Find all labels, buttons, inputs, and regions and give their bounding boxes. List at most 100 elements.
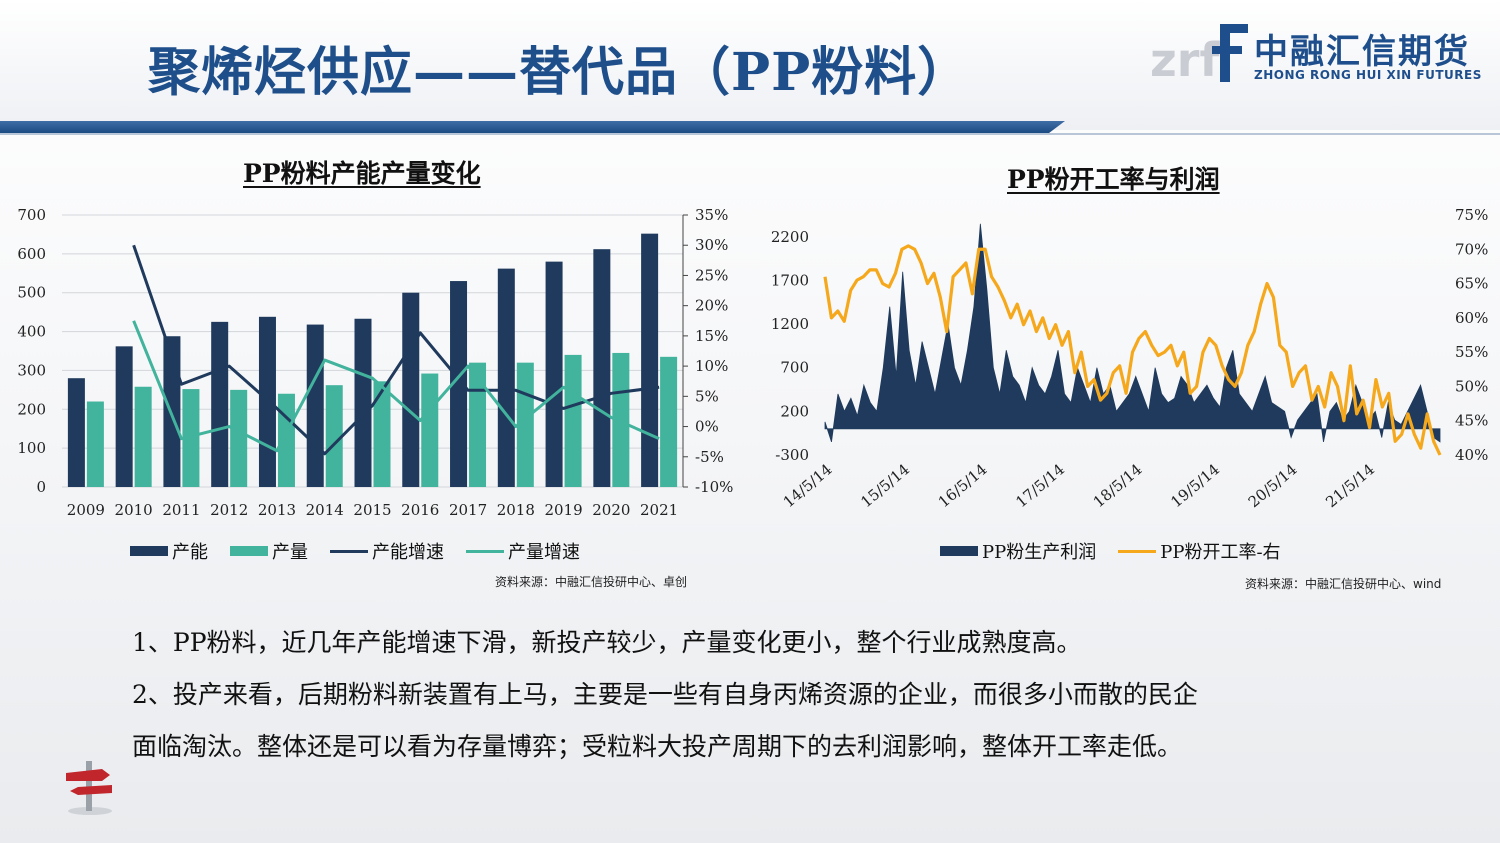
left-chart-title: PP粉料产能产量变化: [243, 159, 481, 188]
y-right-tick-label: 45%: [1455, 412, 1488, 430]
x-tick-label: 2012: [210, 501, 248, 519]
bar-capacity: [211, 321, 229, 487]
y-right-tick-label: 30%: [695, 236, 728, 254]
y-left-tick-label: 600: [17, 245, 46, 263]
summary-line-2: 2、投产来看，后期粉料新装置有上马，主要是一些有自身丙烯资源的企业，而很多小而散…: [132, 680, 1198, 709]
x-tick-label: 2017: [449, 501, 487, 519]
bar-output: [277, 393, 295, 487]
bar-capacity: [402, 292, 420, 487]
x-tick-label: 2015: [353, 501, 391, 519]
bar-output: [612, 352, 630, 487]
brand-mark-text: zrf: [1150, 33, 1220, 87]
x-tick-label: 2010: [115, 501, 153, 519]
x-tick-label: 16/5/14: [935, 460, 991, 511]
bar-capacity: [450, 281, 468, 487]
y-right-tick-label: -5%: [695, 448, 724, 466]
brand-name-cn: 中融汇信期货: [1254, 32, 1470, 72]
brand-mark-f-bar: [1212, 46, 1242, 54]
y-left-tick-label: 1200: [771, 315, 809, 333]
legend-item-output-growth: 产量增速: [466, 538, 580, 564]
x-tick-label: 2018: [497, 501, 535, 519]
y-left-tick-label: 500: [17, 284, 46, 302]
legend-item-capacity-growth: 产能增速: [330, 538, 444, 564]
legend-item-profit: PP粉生产利润: [940, 538, 1096, 564]
line-output-growth: [132, 320, 660, 453]
y-right-tick-label: 0%: [695, 418, 719, 436]
right-chart: -300 200 700 1200 1700 2200 40% 45% 50% 55% 60% 65%…: [771, 206, 1489, 511]
x-tick-label: 2009: [67, 501, 105, 519]
y-right-tick-label: 75%: [1455, 206, 1488, 224]
legend-swatch-profit: [940, 546, 978, 556]
legend-swatch-output-growth: [466, 549, 504, 553]
bar-capacity: [354, 318, 372, 487]
bar-output: [421, 373, 439, 487]
y-right-tick-label: 25%: [695, 266, 728, 284]
y-left-tick-label: 200: [780, 402, 809, 420]
page-title: 聚烯烃供应——替代品（PP粉料）: [148, 42, 971, 103]
header-band: [0, 0, 1500, 130]
y-left-tick-label: 200: [17, 400, 46, 418]
brand-logo: zrf 中融汇信期货 ZHONG RONG HUI XIN FUTURES: [1150, 18, 1481, 88]
legend-label-profit: PP粉生产利润: [982, 542, 1097, 563]
x-tick-label: 18/5/14: [1090, 460, 1146, 511]
brand-name-en: ZHONG RONG HUI XIN FUTURES: [1254, 68, 1482, 82]
legend-swatch-capacity: [130, 546, 168, 556]
left-chart: 0 100 200 300 400 500 600 700 -10% -5% 0% 5% 10% 15% 2…: [17, 206, 733, 519]
y-right-tick-label: 55%: [1455, 343, 1488, 361]
legend-label-operating-rate: PP粉开工率-右: [1160, 542, 1281, 563]
x-tick-label: 2021: [640, 501, 678, 519]
right-chart-legend: PP粉生产利润 PP粉开工率-右: [940, 538, 1303, 564]
x-tick-label: 2011: [162, 501, 200, 519]
y-right-tick-label: 40%: [1455, 446, 1488, 464]
left-chart-legend: 产能 产量 产能增速 产量增速: [130, 538, 602, 564]
line-operating-rate: [823, 244, 1442, 456]
y-right-tick-label: 15%: [695, 327, 728, 345]
bar-output: [182, 389, 200, 487]
y-right-tick-label: 65%: [1455, 275, 1488, 293]
bar-capacity: [115, 346, 133, 487]
legend-label-capacity-growth: 产能增速: [372, 542, 444, 563]
bar-output: [325, 385, 343, 487]
bar-capacity: [545, 261, 563, 487]
brand-mark-f-top: [1220, 24, 1248, 33]
y-left-tick-label: 700: [17, 206, 46, 224]
x-tick-label: 15/5/14: [857, 460, 913, 511]
bar-capacity: [497, 268, 515, 487]
y-right-tick-label: -10%: [695, 478, 733, 496]
y-right-tick-label: 10%: [695, 357, 728, 375]
x-tick-label: 14/5/14: [780, 460, 836, 511]
title-rule: [0, 121, 1065, 133]
summary-line-3: 面临淘汰。整体还是可以看为存量博弈；受粒料大投产周期下的去利润影响，整体开工率走…: [132, 732, 1183, 761]
line-capacity-growth: [132, 244, 660, 456]
legend-swatch-output: [230, 546, 268, 556]
y-right-tick-label: 20%: [695, 297, 728, 315]
y-left-tick-label: 300: [17, 361, 46, 379]
bar-output: [230, 389, 248, 487]
y-left-tick-label: 0: [36, 478, 46, 496]
y-left-tick-label: -300: [775, 446, 809, 464]
x-tick-label: 17/5/14: [1012, 460, 1068, 511]
bar-output: [660, 356, 678, 487]
legend-swatch-capacity-growth: [330, 549, 368, 553]
bar-capacity: [67, 378, 85, 487]
legend-swatch-operating-rate: [1118, 549, 1157, 553]
bar-capacity: [641, 233, 659, 487]
summary-line-1: 1、PP粉料，近几年产能增速下滑，新投产较少，产量变化更小，整个行业成熟度高。: [132, 628, 1082, 657]
x-tick-label: 2013: [258, 501, 296, 519]
signpost-icon: [66, 761, 112, 815]
y-right-tick-label: 60%: [1455, 309, 1488, 327]
bar-capacity: [306, 324, 324, 487]
x-tick-label: 2020: [592, 501, 630, 519]
bar-output: [469, 362, 487, 487]
y-left-tick-label: 700: [780, 359, 809, 377]
bar-output: [134, 386, 152, 487]
x-tick-label: 2019: [544, 501, 582, 519]
y-right-tick-label: 70%: [1455, 240, 1488, 258]
y-left-tick-label: 2200: [771, 228, 809, 246]
legend-item-operating-rate: PP粉开工率-右: [1118, 538, 1281, 564]
y-right-tick-label: 5%: [695, 387, 719, 405]
legend-label-output: 产量: [272, 542, 308, 563]
x-tick-label: 21/5/14: [1322, 460, 1378, 511]
bar-capacity: [593, 249, 611, 487]
y-right-tick-label: 50%: [1455, 377, 1488, 395]
